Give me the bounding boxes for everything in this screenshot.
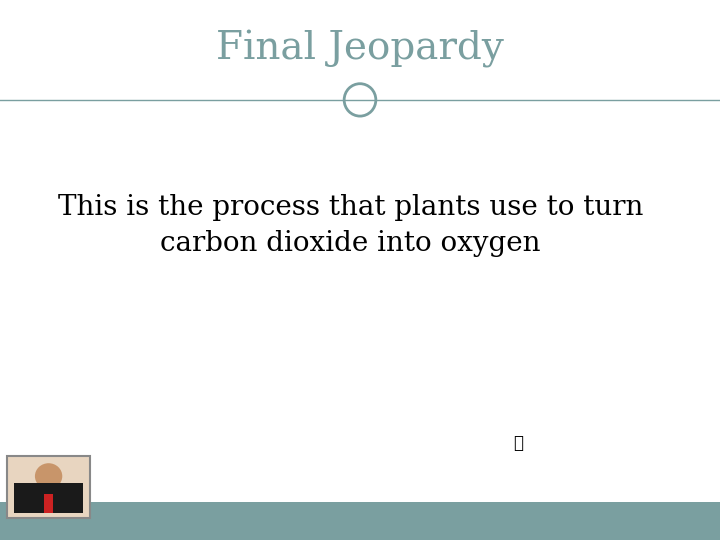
FancyBboxPatch shape	[14, 483, 83, 513]
Text: 🔊: 🔊	[513, 434, 523, 452]
Text: Final Jeopardy: Final Jeopardy	[216, 30, 504, 68]
FancyBboxPatch shape	[0, 502, 720, 540]
Text: This is the process that plants use to turn
carbon dioxide into oxygen: This is the process that plants use to t…	[58, 194, 643, 257]
Ellipse shape	[35, 463, 63, 489]
FancyBboxPatch shape	[45, 495, 53, 513]
FancyBboxPatch shape	[7, 456, 90, 518]
